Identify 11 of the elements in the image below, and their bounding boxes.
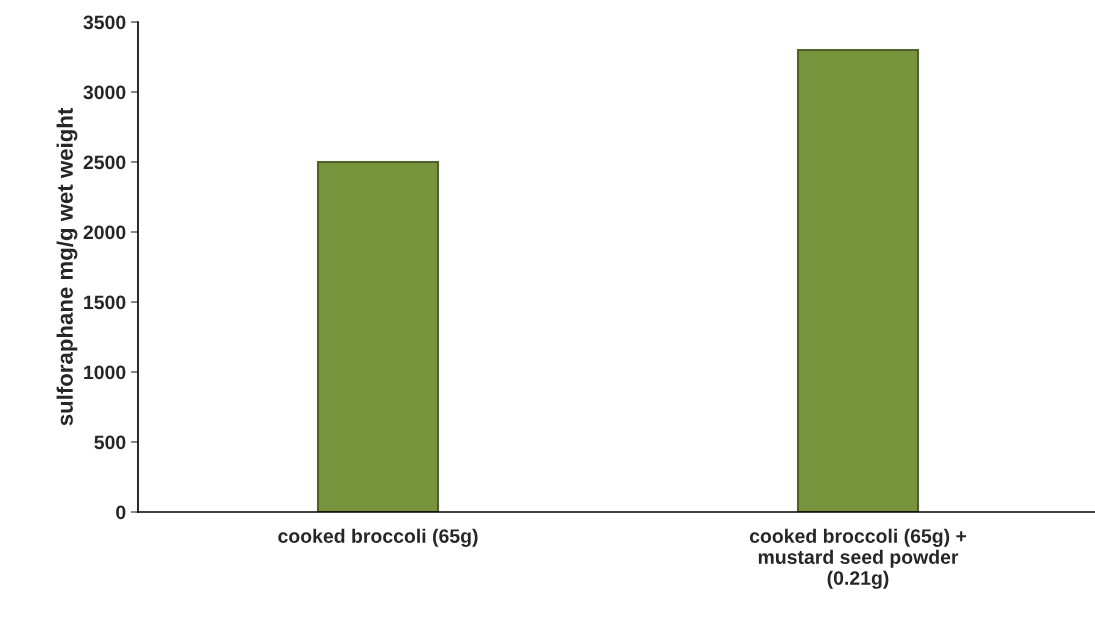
y-tick-label: 2000 [83,225,126,240]
y-tick-label: 1500 [84,295,126,310]
x-tick-label: cooked broccoli (65g) [278,528,478,547]
y-tick-label: 2500 [83,155,126,170]
y-tick-label: 3500 [83,15,126,30]
y-tick-label: 3000 [83,85,126,100]
y-tick-label: 1000 [84,365,126,380]
x-tick-label: cooked broccoli (65g) + mustard seed powder (0.21g) [749,528,967,589]
y-axis-title: sulforaphane mg/g wet weight [56,107,78,426]
y-tick-label: 0 [116,505,126,520]
y-tick-label: 500 [94,435,126,450]
